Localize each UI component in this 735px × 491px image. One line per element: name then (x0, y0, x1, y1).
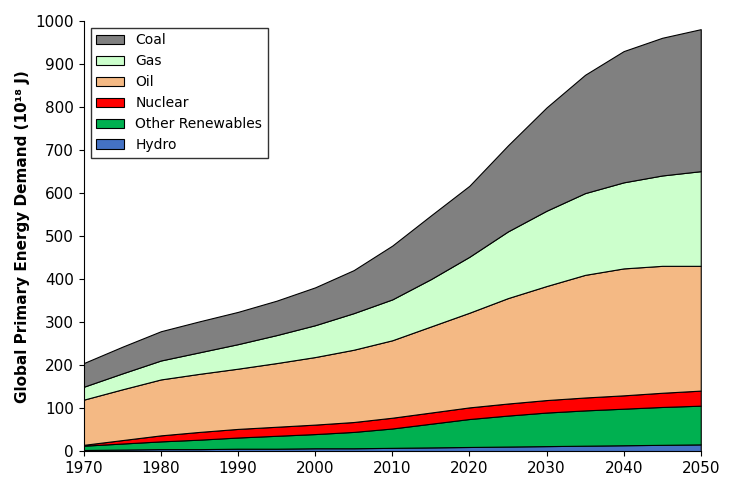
Legend: Coal, Gas, Oil, Nuclear, Other Renewables, Hydro: Coal, Gas, Oil, Nuclear, Other Renewable… (90, 28, 268, 158)
Y-axis label: Global Primary Energy Demand (10¹⁸ J): Global Primary Energy Demand (10¹⁸ J) (15, 70, 30, 403)
